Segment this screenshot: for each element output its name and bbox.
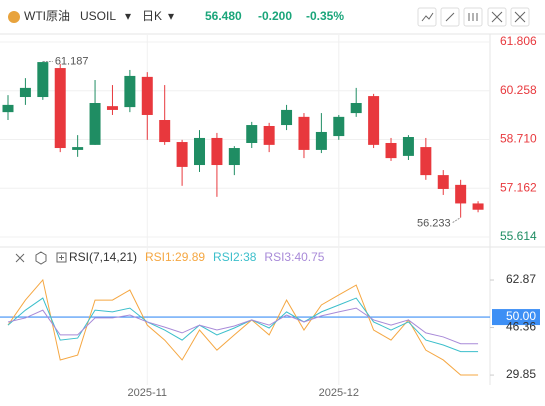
candle-body <box>211 137 223 166</box>
y-tick-label: 57.162 <box>500 180 537 194</box>
candle-body <box>37 62 49 98</box>
tool-icon <box>468 13 478 21</box>
rsi-line <box>7 297 479 353</box>
candle-body <box>246 125 258 143</box>
legend-value: 38 <box>243 250 257 264</box>
candle-body <box>281 109 293 126</box>
candle-body <box>263 125 275 145</box>
low-label: 56.233 <box>417 217 451 229</box>
candle-body <box>350 103 362 114</box>
tool-button[interactable] <box>417 7 437 27</box>
rsi-line <box>7 307 479 345</box>
y-tick-label: 46.36 <box>506 320 536 334</box>
y-tick-label: 60.258 <box>500 83 537 97</box>
add-icon <box>59 255 64 260</box>
candle-body <box>19 87 31 98</box>
tool-icon <box>445 12 455 22</box>
y-tick-label: 55.614 <box>500 229 537 243</box>
legend-name: RSI2: <box>213 250 243 264</box>
candle-body <box>315 131 327 150</box>
annotation-leader <box>452 217 461 223</box>
candle-body <box>437 175 449 189</box>
candle-body <box>455 184 467 204</box>
tool-icon <box>514 11 526 23</box>
candle-body <box>420 147 432 176</box>
candle-body <box>194 137 206 166</box>
candle-body <box>385 142 397 159</box>
candle-body <box>72 147 84 150</box>
legend-value: 29.89 <box>175 250 205 264</box>
tick-badge <box>492 309 540 326</box>
candle-body <box>176 142 188 167</box>
settings-icon[interactable] <box>35 251 47 265</box>
tool-icon <box>421 12 434 22</box>
candle-body <box>106 106 118 110</box>
separator-icon: ▾ <box>125 9 131 23</box>
y-tick-label: 58.710 <box>500 132 537 146</box>
period: 日K <box>142 9 162 23</box>
x-tick-label: 2025-12 <box>319 387 359 399</box>
candle-body <box>141 76 153 115</box>
y-tick-label: 61.806 <box>500 34 537 48</box>
instrument-name: WTI原油 <box>24 9 70 23</box>
change: -0.200 <box>258 9 292 23</box>
candle-body <box>124 75 136 108</box>
high-label: 61.187 <box>55 55 89 67</box>
symbol: USOIL <box>80 9 116 23</box>
x-tick-label: 2025-11 <box>127 387 167 399</box>
tool-button[interactable] <box>440 7 460 27</box>
candle-body <box>2 104 14 113</box>
rsi-line <box>7 278 479 376</box>
candle-body <box>298 116 310 150</box>
close-icon[interactable] <box>15 253 25 263</box>
y-tick-label: 62.87 <box>506 272 536 286</box>
y-tick-label: 50.00 <box>506 309 536 323</box>
candle-body <box>402 137 414 156</box>
candle-body <box>89 103 101 145</box>
change-pct: -0.35% <box>306 9 344 23</box>
candle-body <box>228 148 240 166</box>
tool-button[interactable] <box>510 7 530 27</box>
flag-icon <box>8 11 20 23</box>
tool-button[interactable] <box>463 7 483 27</box>
tool-icon <box>491 11 503 23</box>
legend-name: RSI3: <box>264 250 294 264</box>
candle-body <box>159 120 171 143</box>
add-icon[interactable] <box>56 252 67 263</box>
period-arrow: ▾ <box>168 9 174 23</box>
candle-body <box>54 68 66 149</box>
price: 56.480 <box>205 9 242 23</box>
legend-value: 40.75 <box>294 250 324 264</box>
tool-button[interactable] <box>487 7 507 27</box>
toolbar <box>417 7 530 27</box>
legend-name: RSI1: <box>145 250 175 264</box>
candle-body <box>368 96 380 145</box>
y-tick-label: 29.85 <box>506 367 536 381</box>
candle-body <box>333 116 345 137</box>
indicator-title: RSI(7,14,21) <box>69 250 137 264</box>
candle-body <box>472 203 484 210</box>
